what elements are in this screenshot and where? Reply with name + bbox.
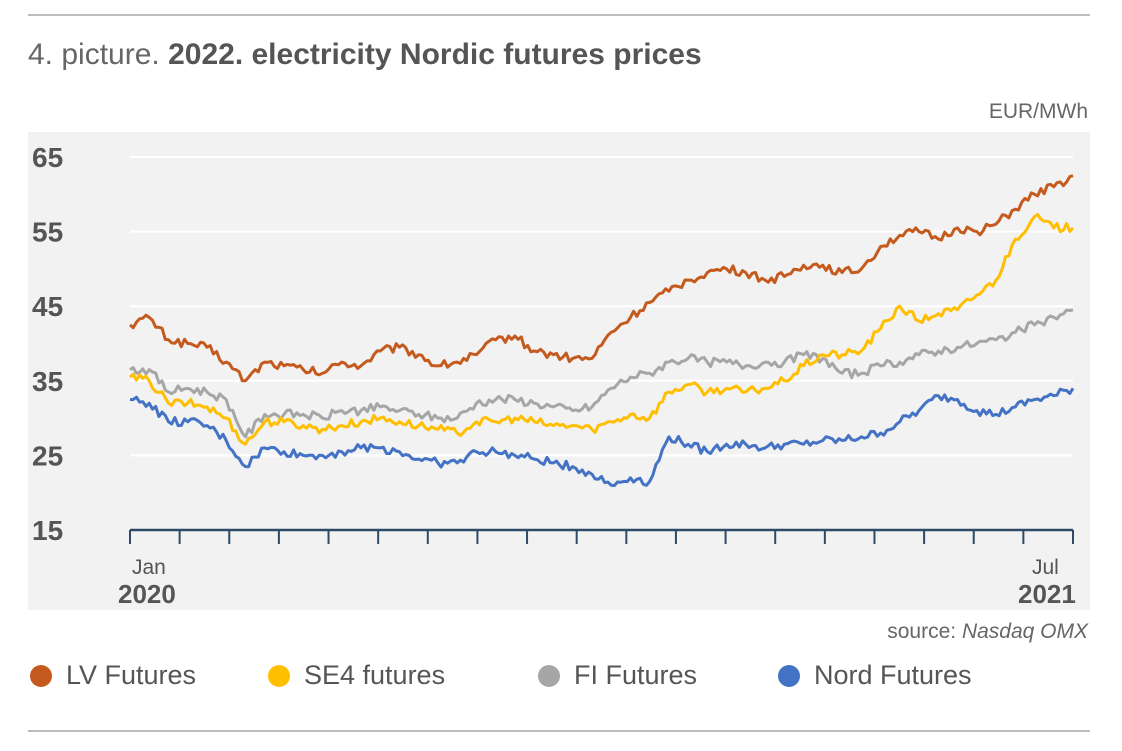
title-prefix: 4. picture. — [28, 38, 160, 71]
plot-background — [28, 132, 1090, 610]
x-label-start-month: Jan — [132, 556, 166, 579]
series-line-se4-futures — [129, 213, 1075, 446]
y-tick-label: 65 — [32, 142, 63, 173]
unit-label: EUR/MWh — [988, 100, 1088, 123]
y-tick-label: 55 — [32, 217, 63, 248]
series-line-nord-futures — [129, 387, 1075, 488]
legend-dot-lv — [30, 664, 52, 687]
y-tick-label: 35 — [32, 366, 63, 397]
bottom-divider — [28, 730, 1090, 732]
legend-label-lv: LV Futures — [66, 660, 197, 690]
legend-item-nord[interactable]: Nord Futures — [778, 660, 972, 691]
legend-item-se4[interactable]: SE4 futures — [268, 660, 445, 691]
x-label-end-month: Jul — [1032, 556, 1059, 579]
series-line-lv-futures — [129, 174, 1074, 383]
legend-label-nord: Nord Futures — [814, 660, 972, 690]
series-line-fi-futures — [129, 308, 1074, 439]
x-label-start-year: 2020 — [118, 579, 176, 609]
legend-label-fi: FI Futures — [574, 660, 698, 690]
legend-label-se4: SE4 futures — [304, 660, 446, 690]
source-name: Nasdaq OMX — [961, 620, 1088, 643]
title-main: 2022. electricity Nordic futures prices — [168, 38, 702, 71]
y-tick-label: 25 — [32, 440, 63, 471]
legend-item-fi[interactable]: FI Futures — [538, 660, 697, 691]
legend-dot-nord — [778, 664, 800, 687]
source-note: source: Nasdaq OMX — [887, 620, 1088, 644]
legend-item-lv[interactable]: LV Futures — [30, 660, 196, 691]
legend-dot-fi — [538, 664, 560, 687]
chart-title: 4. picture. 2022. electricity Nordic fut… — [28, 38, 702, 72]
source-label: source: — [887, 620, 957, 643]
y-tick-label: 15 — [32, 515, 63, 546]
top-divider — [28, 14, 1090, 16]
legend: LV Futures SE4 futures FI Futures Nord F… — [30, 660, 1090, 700]
x-label-end-year: 2021 — [1018, 579, 1076, 609]
y-tick-label: 45 — [32, 291, 63, 322]
legend-dot-se4 — [268, 664, 290, 687]
